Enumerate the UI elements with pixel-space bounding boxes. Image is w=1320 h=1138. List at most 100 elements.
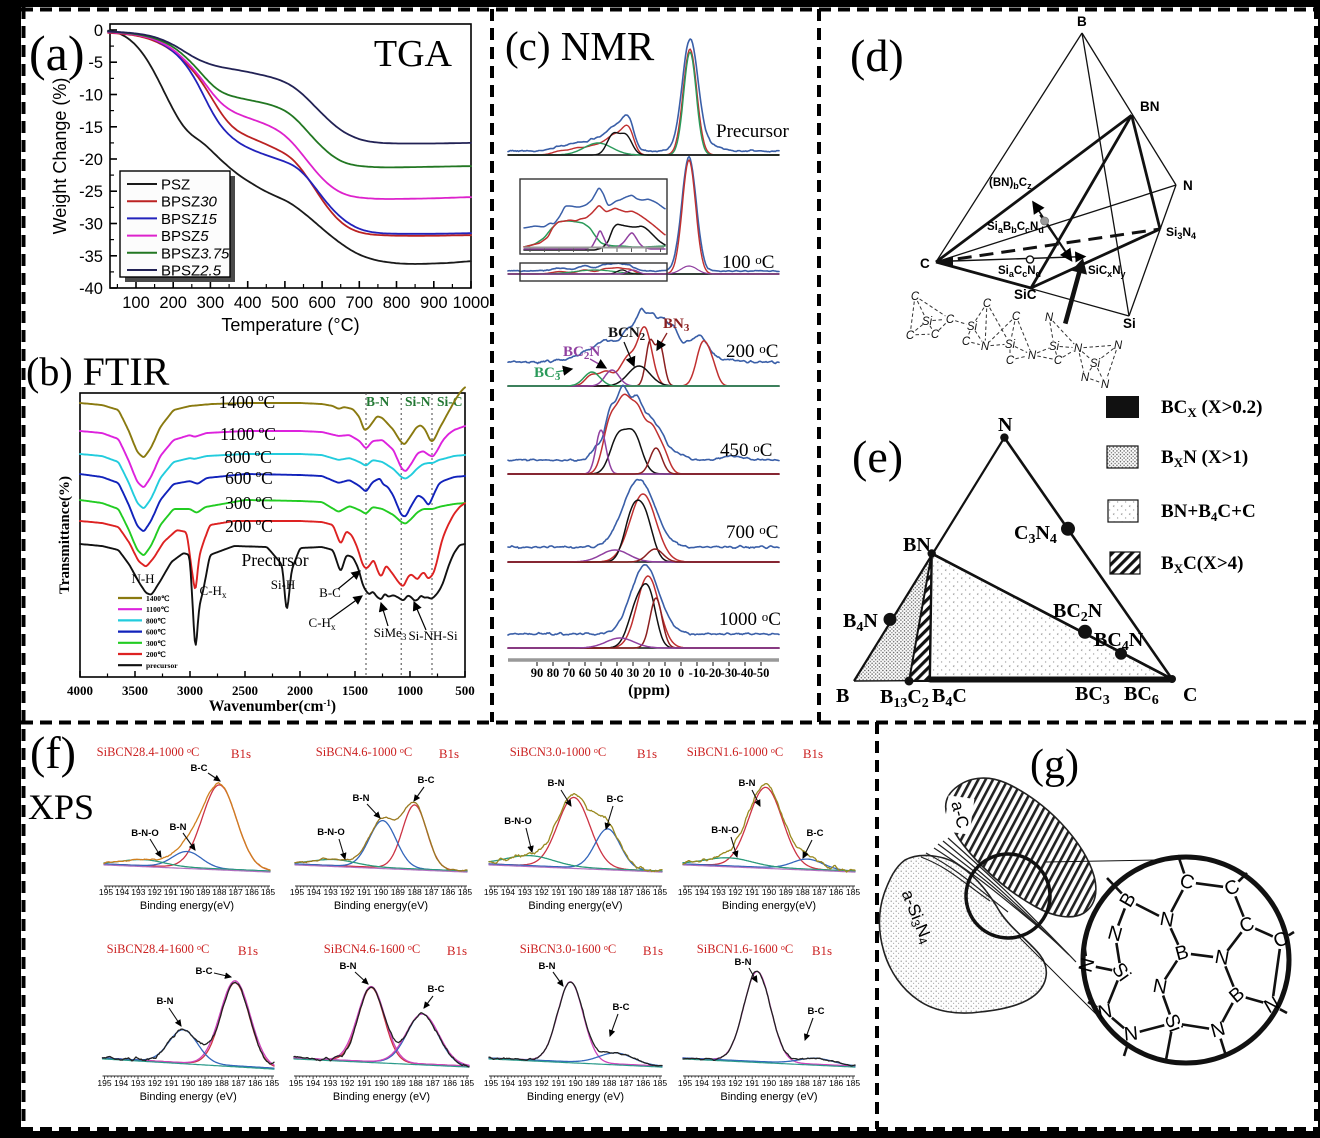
svg-text:194: 194 xyxy=(695,887,709,897)
svg-text:1400 ºC: 1400 ºC xyxy=(219,392,275,412)
svg-text:Precursor: Precursor xyxy=(716,121,789,142)
svg-text:185: 185 xyxy=(653,887,667,897)
svg-text:B1s: B1s xyxy=(637,746,657,761)
svg-text:C: C xyxy=(946,314,955,326)
svg-text:186: 186 xyxy=(443,1078,457,1088)
svg-text:186: 186 xyxy=(636,887,650,897)
svg-text:-40: -40 xyxy=(737,666,754,680)
svg-text:185: 185 xyxy=(458,887,472,897)
svg-text:BC2N: BC2N xyxy=(563,344,600,362)
svg-text:193: 193 xyxy=(518,887,532,897)
svg-text:1100 ºC: 1100 ºC xyxy=(220,424,276,444)
svg-text:SiBCN4.6-1000 oC: SiBCN4.6-1000 oC xyxy=(316,745,412,759)
svg-text:B: B xyxy=(1077,14,1087,29)
svg-text:B-N-O: B-N-O xyxy=(504,816,531,827)
svg-text:190: 190 xyxy=(568,887,582,897)
svg-text:800 ºC: 800 ºC xyxy=(224,447,272,467)
svg-text:187: 187 xyxy=(426,1078,440,1088)
svg-text:-5: -5 xyxy=(88,54,103,72)
svg-text:191: 191 xyxy=(164,887,178,897)
svg-text:188: 188 xyxy=(602,1078,616,1088)
svg-text:Transmittance(%): Transmittance(%) xyxy=(57,476,73,594)
svg-text:N: N xyxy=(1123,1022,1139,1045)
svg-text:SiBCN1.6-1000 oC: SiBCN1.6-1000 oC xyxy=(687,745,783,759)
svg-text:195: 195 xyxy=(97,1078,111,1088)
svg-text:1100℃: 1100℃ xyxy=(146,605,170,614)
svg-text:190: 190 xyxy=(762,1078,776,1088)
svg-text:B-C: B-C xyxy=(808,1006,825,1017)
svg-text:precursor: precursor xyxy=(146,661,178,670)
svg-text:800℃: 800℃ xyxy=(146,616,166,625)
svg-text:SiCxNy: SiCxNy xyxy=(1088,265,1126,279)
svg-text:90: 90 xyxy=(531,666,544,680)
svg-text:-10: -10 xyxy=(79,87,103,105)
svg-text:C: C xyxy=(920,256,930,271)
svg-text:193: 193 xyxy=(712,887,726,897)
svg-text:Si: Si xyxy=(1090,358,1101,370)
svg-text:189: 189 xyxy=(585,1078,599,1088)
svg-text:SiMe3: SiMe3 xyxy=(374,625,407,642)
svg-text:B4N: B4N xyxy=(843,610,878,635)
svg-text:194: 194 xyxy=(501,887,515,897)
svg-text:Binding energy (eV): Binding energy (eV) xyxy=(720,1091,817,1103)
svg-text:50: 50 xyxy=(595,666,608,680)
svg-text:700: 700 xyxy=(346,294,374,312)
svg-text:SiBCN28.4-1000 oC: SiBCN28.4-1000 oC xyxy=(97,745,200,759)
svg-text:1500: 1500 xyxy=(342,683,368,698)
svg-text:500: 500 xyxy=(455,683,475,698)
svg-text:B-C: B-C xyxy=(418,775,435,786)
svg-text:194: 194 xyxy=(306,1078,320,1088)
svg-text:Precursor: Precursor xyxy=(241,550,308,570)
svg-text:190: 190 xyxy=(762,887,776,897)
svg-text:600℃: 600℃ xyxy=(146,628,166,637)
svg-text:186: 186 xyxy=(245,887,259,897)
svg-text:(e): (e) xyxy=(852,431,903,482)
svg-text:BC3: BC3 xyxy=(534,365,561,383)
svg-text:Si: Si xyxy=(1005,339,1016,351)
svg-text:Binding energy (eV): Binding energy (eV) xyxy=(140,1091,237,1103)
svg-text:192: 192 xyxy=(340,1078,354,1088)
svg-text:700 oC: 700 oC xyxy=(726,522,778,543)
svg-text:C: C xyxy=(962,336,971,348)
svg-text:B-N: B-N xyxy=(739,778,756,789)
svg-text:N: N xyxy=(1105,922,1124,947)
svg-text:186: 186 xyxy=(441,887,455,897)
svg-text:Si-N: Si-N xyxy=(405,394,431,409)
svg-text:300℃: 300℃ xyxy=(146,639,166,648)
svg-text:80: 80 xyxy=(547,666,560,680)
svg-text:189: 189 xyxy=(779,887,793,897)
svg-text:B1s: B1s xyxy=(643,943,663,958)
svg-text:Wavenumber(cm-1): Wavenumber(cm-1) xyxy=(209,698,336,715)
svg-text:B1s: B1s xyxy=(803,746,823,761)
svg-text:400: 400 xyxy=(234,294,262,312)
svg-text:Si-H: Si-H xyxy=(271,577,296,592)
svg-text:188: 188 xyxy=(408,887,422,897)
svg-text:192: 192 xyxy=(535,1078,549,1088)
svg-text:N: N xyxy=(1096,1000,1114,1024)
svg-text:C: C xyxy=(1177,870,1196,895)
svg-text:BCX (X>0.2): BCX (X>0.2) xyxy=(1161,397,1263,420)
svg-text:N: N xyxy=(1183,178,1193,193)
svg-text:Si: Si xyxy=(1123,316,1136,331)
svg-text:Si: Si xyxy=(922,316,933,328)
svg-text:N: N xyxy=(998,414,1013,436)
svg-text:B-C: B-C xyxy=(196,966,213,977)
svg-text:195: 195 xyxy=(484,1078,498,1088)
svg-text:N: N xyxy=(1101,379,1110,391)
svg-text:194: 194 xyxy=(307,887,321,897)
svg-text:C-Hx: C-Hx xyxy=(200,583,227,600)
svg-text:4000: 4000 xyxy=(67,683,93,698)
svg-text:Si-NH-Si: Si-NH-Si xyxy=(408,628,458,643)
svg-text:C3N4: C3N4 xyxy=(1014,522,1057,547)
svg-text:195: 195 xyxy=(99,887,113,897)
svg-text:193: 193 xyxy=(324,887,338,897)
svg-text:186: 186 xyxy=(248,1078,262,1088)
svg-text:195: 195 xyxy=(289,1078,303,1088)
svg-text:200 oC: 200 oC xyxy=(726,341,778,362)
svg-text:Binding energy(eV): Binding energy(eV) xyxy=(528,900,622,912)
svg-text:189: 189 xyxy=(392,1078,406,1088)
svg-text:194: 194 xyxy=(501,1078,515,1088)
svg-text:N: N xyxy=(1075,955,1100,974)
svg-text:B-C: B-C xyxy=(191,763,208,774)
svg-text:185: 185 xyxy=(846,1078,860,1088)
